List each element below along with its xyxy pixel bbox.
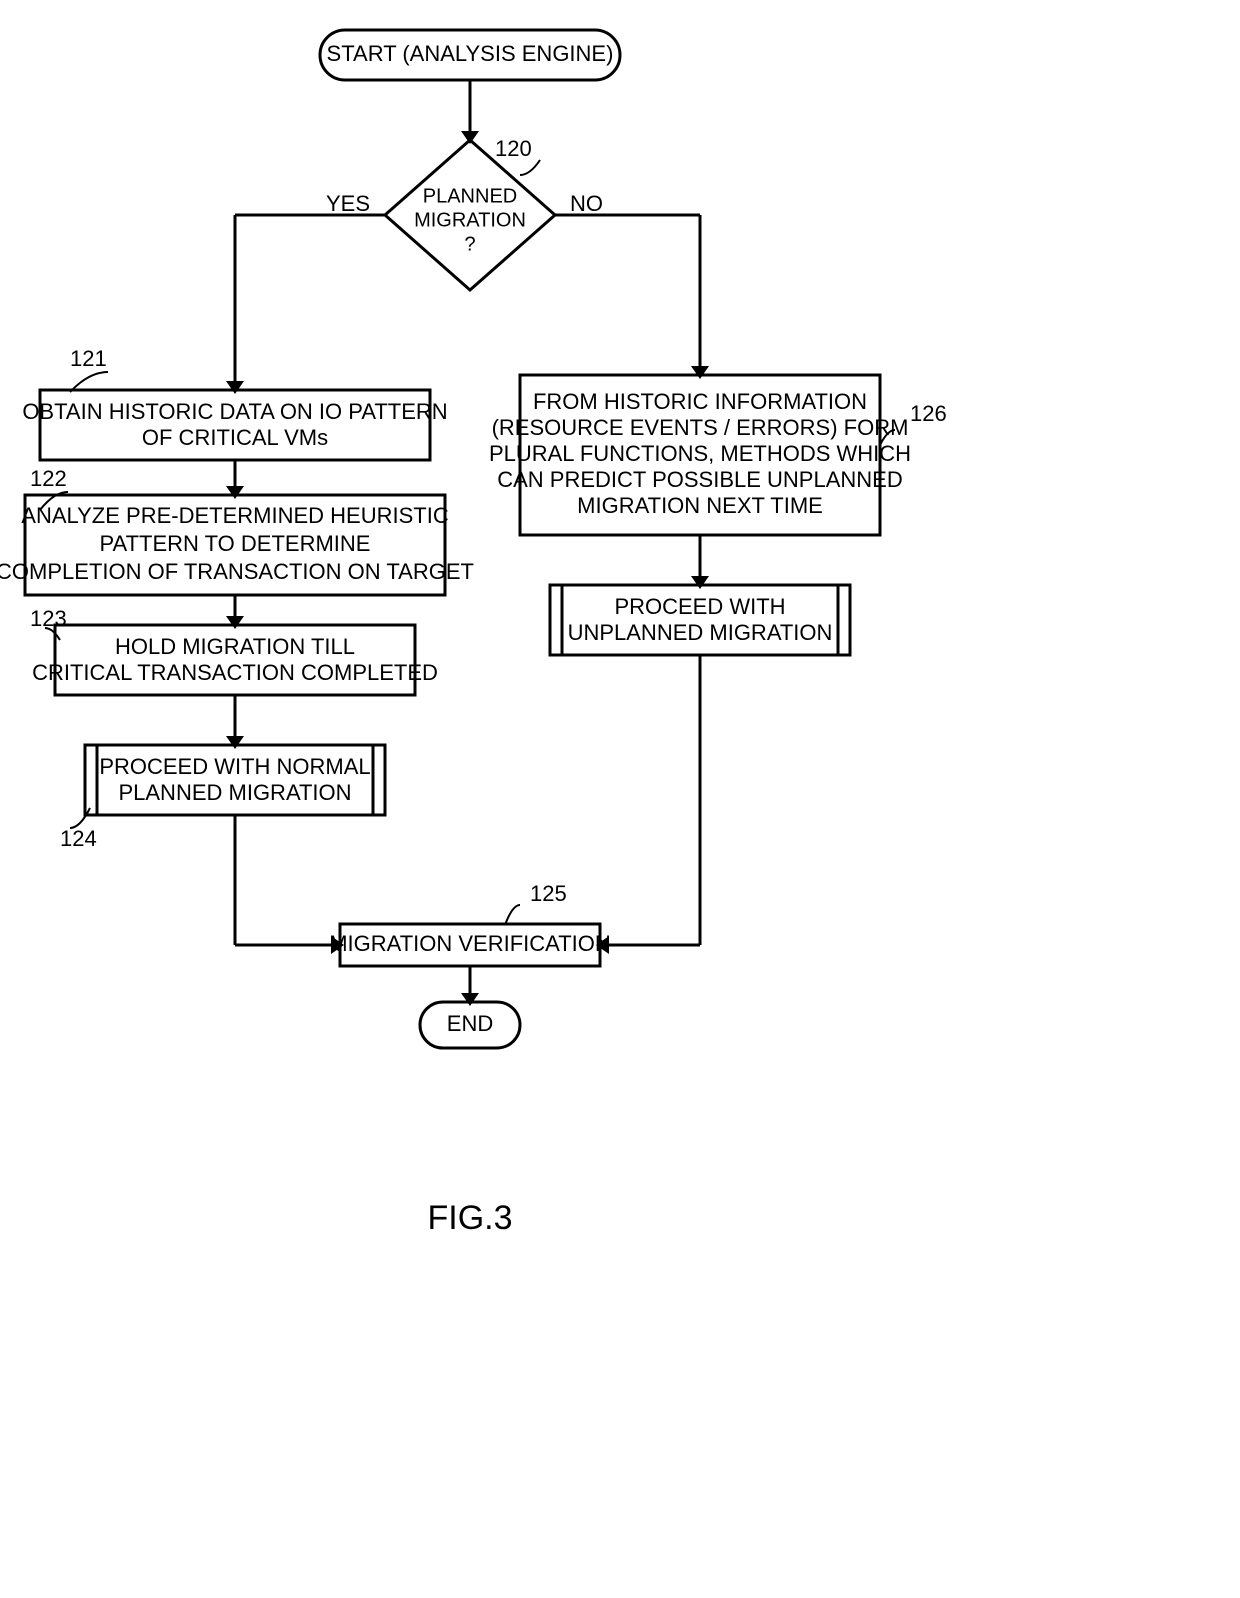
decision-line3: ? xyxy=(464,233,475,255)
n126-l3: PLURAL FUNCTIONS, METHODS WHICH xyxy=(489,441,911,466)
leader-125 xyxy=(505,905,520,925)
arrowhead xyxy=(226,486,244,499)
n121-l1: OBTAIN HISTORIC DATA ON IO PATTERN xyxy=(22,399,447,424)
ref-124: 124 xyxy=(60,826,97,851)
n126-l5: MIGRATION NEXT TIME xyxy=(577,493,823,518)
arrowhead xyxy=(226,381,244,394)
n122-l2: PATTERN TO DETERMINE xyxy=(100,531,371,556)
arrowhead xyxy=(226,616,244,629)
n123-l2: CRITICAL TRANSACTION COMPLETED xyxy=(32,660,438,685)
n127-l1: PROCEED WITH xyxy=(614,594,785,619)
n126-l4: CAN PREDICT POSSIBLE UNPLANNED xyxy=(497,467,902,492)
n124-l2: PLANNED MIGRATION xyxy=(118,780,351,805)
ref-122: 122 xyxy=(30,466,67,491)
decision-line2: MIGRATION xyxy=(414,209,526,231)
n122-l1: ANALYZE PRE-DETERMINED HEURISTIC xyxy=(21,503,449,528)
arrowhead xyxy=(461,131,479,144)
figure-label: FIG.3 xyxy=(427,1199,512,1237)
ref-120: 120 xyxy=(495,136,532,161)
arrowhead xyxy=(691,576,709,589)
no-label: NO xyxy=(570,191,603,216)
n122-l3: COMPLETION OF TRANSACTION ON TARGET xyxy=(0,559,474,584)
decision-line1: PLANNED xyxy=(423,185,517,207)
n123-l1: HOLD MIGRATION TILL xyxy=(115,634,355,659)
yes-label: YES xyxy=(326,191,370,216)
start-label: START (ANALYSIS ENGINE) xyxy=(327,41,614,66)
n124-l1: PROCEED WITH NORMAL xyxy=(99,754,370,779)
ref-125: 125 xyxy=(530,881,567,906)
end-label: END xyxy=(447,1011,493,1036)
n125-l1: MIGRATION VERIFICATION xyxy=(329,931,611,956)
leader-120 xyxy=(520,160,540,175)
n127-l2: UNPLANNED MIGRATION xyxy=(568,620,833,645)
n121-l2: OF CRITICAL VMs xyxy=(142,425,328,450)
ref-123: 123 xyxy=(30,606,67,631)
n126-l1: FROM HISTORIC INFORMATION xyxy=(533,389,867,414)
arrowhead xyxy=(461,993,479,1006)
ref-126: 126 xyxy=(910,401,947,426)
arrowhead xyxy=(691,366,709,379)
ref-121: 121 xyxy=(70,346,107,371)
n126-l2: (RESOURCE EVENTS / ERRORS) FORM xyxy=(492,415,909,440)
arrowhead xyxy=(226,736,244,749)
